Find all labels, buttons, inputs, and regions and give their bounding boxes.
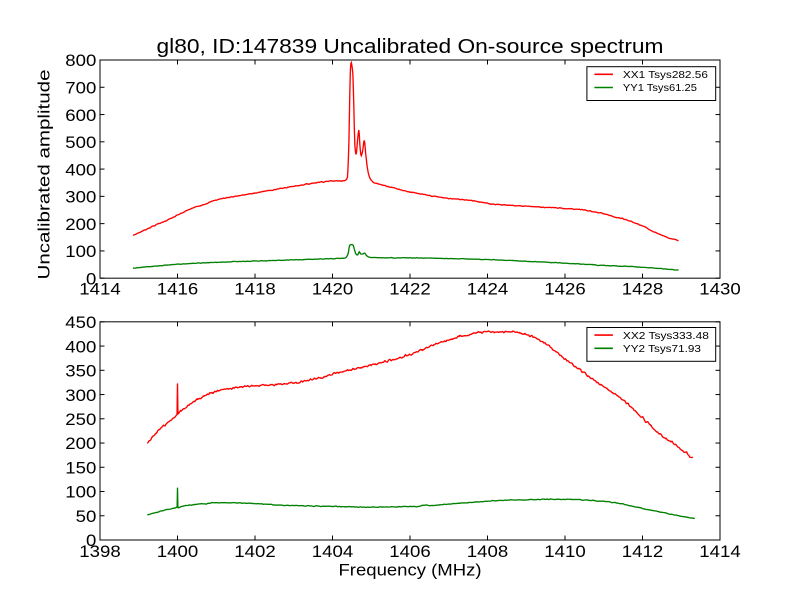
svg-text:700: 700 bbox=[65, 78, 96, 97]
svg-text:100: 100 bbox=[65, 483, 96, 502]
svg-text:1428: 1428 bbox=[622, 280, 663, 299]
svg-text:50: 50 bbox=[76, 507, 97, 526]
svg-text:300: 300 bbox=[65, 188, 96, 207]
svg-text:300: 300 bbox=[65, 386, 96, 405]
svg-text:400: 400 bbox=[65, 160, 96, 179]
svg-text:350: 350 bbox=[65, 362, 96, 381]
svg-text:450: 450 bbox=[65, 313, 96, 332]
svg-text:1404: 1404 bbox=[312, 542, 353, 561]
svg-text:600: 600 bbox=[65, 106, 96, 125]
svg-text:1398: 1398 bbox=[79, 542, 120, 561]
svg-text:250: 250 bbox=[65, 410, 96, 429]
svg-text:150: 150 bbox=[65, 458, 96, 477]
svg-text:1406: 1406 bbox=[389, 542, 430, 561]
svg-text:gl80, ID:147839 Uncalibrated O: gl80, ID:147839 Uncalibrated On-source s… bbox=[157, 36, 664, 58]
svg-text:1414: 1414 bbox=[699, 542, 740, 561]
svg-text:1418: 1418 bbox=[234, 280, 275, 299]
svg-text:YY2 Tsys71.93: YY2 Tsys71.93 bbox=[623, 344, 701, 355]
svg-text:1402: 1402 bbox=[234, 542, 275, 561]
svg-text:1420: 1420 bbox=[312, 280, 353, 299]
svg-text:1424: 1424 bbox=[467, 280, 508, 299]
svg-text:0: 0 bbox=[86, 531, 96, 550]
svg-text:1412: 1412 bbox=[622, 542, 663, 561]
svg-text:200: 200 bbox=[65, 434, 96, 453]
svg-text:1416: 1416 bbox=[157, 280, 198, 299]
svg-text:400: 400 bbox=[65, 337, 96, 356]
svg-text:YY1 Tsys61.25: YY1 Tsys61.25 bbox=[623, 83, 697, 94]
svg-text:1400: 1400 bbox=[157, 542, 198, 561]
svg-text:500: 500 bbox=[65, 133, 96, 152]
svg-text:1422: 1422 bbox=[389, 280, 430, 299]
svg-text:1426: 1426 bbox=[544, 280, 585, 299]
svg-text:1408: 1408 bbox=[467, 542, 508, 561]
svg-text:1414: 1414 bbox=[79, 280, 120, 299]
svg-text:100: 100 bbox=[65, 242, 96, 261]
svg-text:1430: 1430 bbox=[699, 280, 740, 299]
svg-text:Frequency (MHz): Frequency (MHz) bbox=[339, 561, 482, 580]
svg-text:0: 0 bbox=[86, 269, 96, 288]
svg-text:XX2 Tsys333.48: XX2 Tsys333.48 bbox=[623, 331, 709, 342]
svg-text:XX1 Tsys282.56: XX1 Tsys282.56 bbox=[623, 70, 708, 81]
svg-text:200: 200 bbox=[65, 215, 96, 234]
svg-text:Uncalibrated amplitude: Uncalibrated amplitude bbox=[35, 70, 54, 280]
svg-text:1410: 1410 bbox=[544, 542, 585, 561]
svg-text:800: 800 bbox=[65, 51, 96, 70]
